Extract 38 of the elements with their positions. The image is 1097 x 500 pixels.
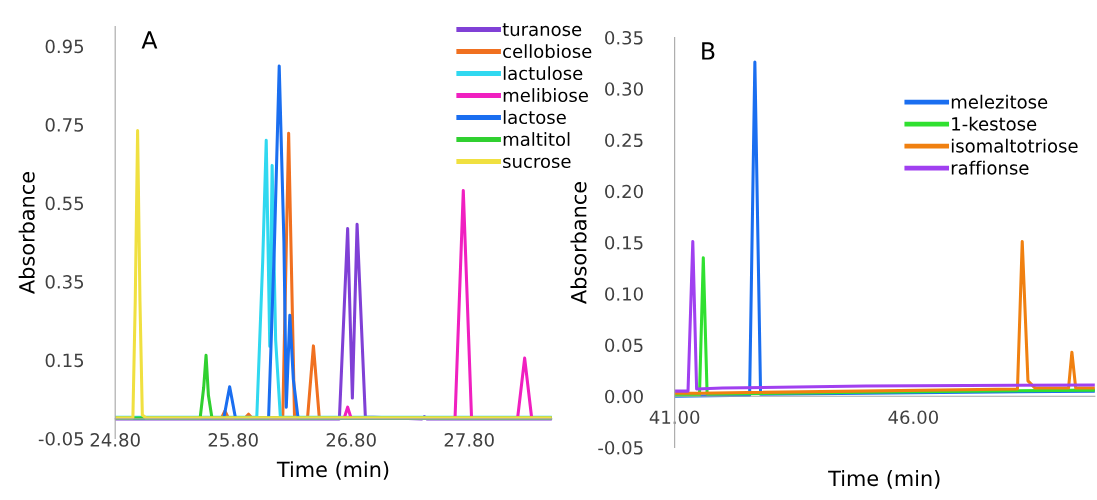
legend-label: cellobiose	[503, 44, 592, 59]
legend-label: isomaltotriose	[951, 138, 1078, 153]
legend-label: melezitose	[951, 94, 1048, 109]
x-axis-title: Time (min)	[276, 461, 389, 480]
y-tick-label: 0.35	[605, 30, 643, 45]
y-tick-label: 0.25	[605, 133, 643, 148]
y-tick-label: -0.05	[38, 431, 84, 446]
x-tick-label: 25.80	[208, 433, 258, 447]
x-tick-label: 41.00	[649, 410, 700, 425]
legend-label: lactulose	[503, 66, 583, 81]
y-axis-title: Absorbance	[18, 172, 35, 294]
x-tick-label: 46.00	[888, 410, 939, 425]
y-axis-title: Absorbance	[570, 182, 587, 304]
y-tick-label: 0.20	[605, 184, 643, 199]
x-tick-label: 24.80	[90, 433, 140, 447]
y-tick-label: 0.55	[45, 196, 84, 211]
y-tick-label: 0.95	[45, 39, 84, 54]
legend-label: melibiose	[503, 88, 588, 103]
x-tick-label: 26.80	[326, 433, 376, 447]
legend-label: raffionse	[951, 160, 1029, 175]
y-tick-label: 0.30	[605, 82, 643, 96]
chart-title: A	[141, 31, 158, 49]
y-tick-label: 0.75	[45, 118, 84, 132]
chart-title: B	[702, 42, 715, 60]
legend-label: lactose	[503, 110, 566, 125]
y-tick-label: 0.15	[605, 235, 643, 250]
y-tick-label: 0.00	[605, 389, 643, 404]
legend-label: maltitol	[503, 132, 570, 147]
legend-label: turanose	[502, 23, 582, 37]
y-tick-label: 0.35	[45, 275, 84, 289]
x-axis-title: Time (min)	[828, 470, 940, 489]
legend-label: sucrose	[503, 157, 571, 169]
legend-label: 1-kestose	[952, 116, 1037, 131]
x-tick-label: 27.80	[444, 433, 494, 447]
y-tick-label: 0.10	[605, 287, 643, 301]
y-tick-label: -0.05	[598, 440, 643, 455]
y-tick-label: 0.05	[605, 338, 643, 353]
y-tick-label: 0.15	[45, 353, 84, 368]
